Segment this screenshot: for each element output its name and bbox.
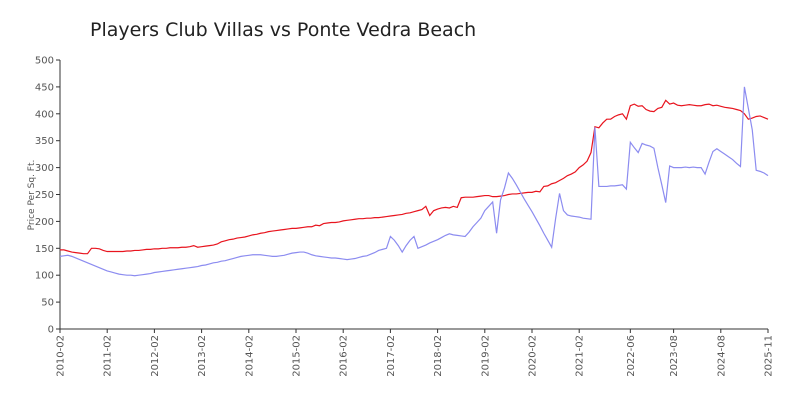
x-tick-label: 2010-02 (56, 335, 67, 377)
x-tick-label: 2014-02 (244, 335, 255, 377)
series-line (60, 99, 769, 255)
x-tick-label: 2024-08 (716, 335, 727, 377)
x-tick-label: 2025-11 (764, 335, 775, 377)
x-tick-label: 2011-02 (103, 335, 114, 377)
y-tick-label: 150 (35, 244, 54, 255)
x-tick-label: 2023-08 (669, 335, 680, 377)
y-tick-label: 250 (35, 190, 54, 201)
y-tick-label: 300 (35, 163, 54, 174)
x-tick-label: 2016-02 (339, 335, 350, 377)
y-tick-label: 400 (35, 109, 54, 120)
y-tick-label: 200 (35, 217, 54, 228)
x-tick-label: 2015-02 (292, 335, 303, 377)
series-line (59, 86, 769, 277)
y-tick-label: 500 (35, 56, 54, 67)
x-tick-label: 2022-06 (626, 335, 637, 377)
x-tick-label: 2020-02 (528, 335, 539, 377)
x-tick-label: 2012-02 (150, 335, 161, 377)
y-tick-label: 100 (35, 271, 54, 282)
chart-title: Players Club Villas vs Ponte Vedra Beach (90, 19, 476, 41)
y-tick-label: 350 (35, 136, 54, 147)
y-tick-label: 0 (48, 325, 54, 336)
x-tick-label: 2019-02 (480, 335, 491, 377)
x-tick-label: 2021-02 (575, 335, 586, 377)
x-tick-label: 2017-02 (386, 335, 397, 377)
y-tick-label: 450 (35, 82, 54, 93)
y-tick-label: 50 (41, 298, 54, 309)
y-axis-label: Price Per Sq. Ft. (27, 160, 37, 231)
x-tick-label: 2018-02 (433, 335, 444, 377)
x-tick-label: 2013-02 (197, 335, 208, 377)
